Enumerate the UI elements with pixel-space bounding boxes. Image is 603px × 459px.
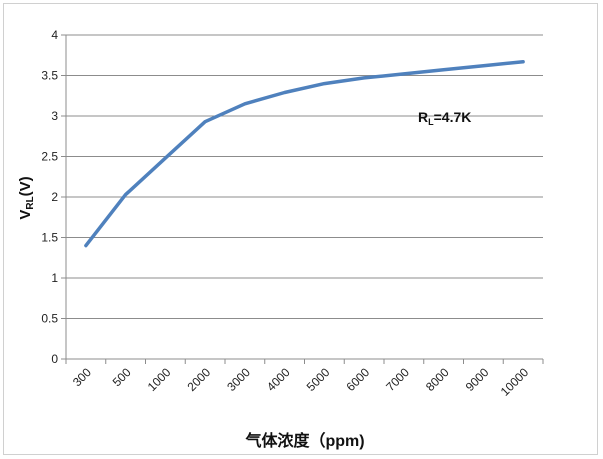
y-tick-label: 1 (51, 271, 58, 285)
y-tick-label: 3.5 (41, 69, 58, 83)
y-tick-label: 1.5 (41, 231, 58, 245)
y-axis-title: VRL(V) (17, 176, 36, 219)
y-axis-title-main: V (17, 210, 34, 220)
rl-annotation-rest: =4.7K (434, 109, 472, 125)
y-tick-label: 2 (51, 190, 58, 204)
chart-frame (3, 3, 598, 455)
rl-annotation-main: R (418, 109, 428, 125)
rl-annotation-sub: L (428, 117, 434, 127)
x-tick-label: 9000 (463, 365, 492, 394)
x-tick-label: 500 (110, 365, 134, 389)
y-tick-label: 0 (51, 352, 58, 366)
x-tick-label: 1000 (145, 365, 174, 394)
y-axis-title-sub: RL (25, 196, 36, 209)
y-tick-labels: 0 0.5 1 1.5 2 2.5 3 3.5 4 (41, 28, 58, 366)
x-tick-label: 3000 (224, 365, 253, 394)
x-axis-title: 气体浓度（ppm) (244, 431, 364, 450)
x-tick-label: 2000 (184, 365, 213, 394)
x-tick-label: 300 (70, 365, 94, 389)
x-tick-label: 10000 (498, 365, 532, 399)
rl-annotation: RL=4.7K (418, 109, 471, 127)
y-tick-label: 3 (51, 109, 58, 123)
gridlines (61, 34, 544, 364)
y-tick-label: 4 (51, 28, 58, 42)
x-tick-labels: 300 500 1000 2000 3000 4000 5000 6000 7000 8000 90… (70, 365, 532, 399)
series-line (84, 59, 525, 248)
series-group (84, 59, 525, 248)
y-tick-label: 0.5 (41, 312, 58, 326)
y-tick-label: 2.5 (41, 150, 58, 164)
x-tick-label: 5000 (304, 365, 333, 394)
x-tick-label: 8000 (423, 365, 452, 394)
x-tick-label: 6000 (343, 365, 372, 394)
y-axis-title-unit: (V) (17, 176, 34, 196)
x-tick-label: 4000 (264, 365, 293, 394)
x-tick-label: 7000 (383, 365, 412, 394)
